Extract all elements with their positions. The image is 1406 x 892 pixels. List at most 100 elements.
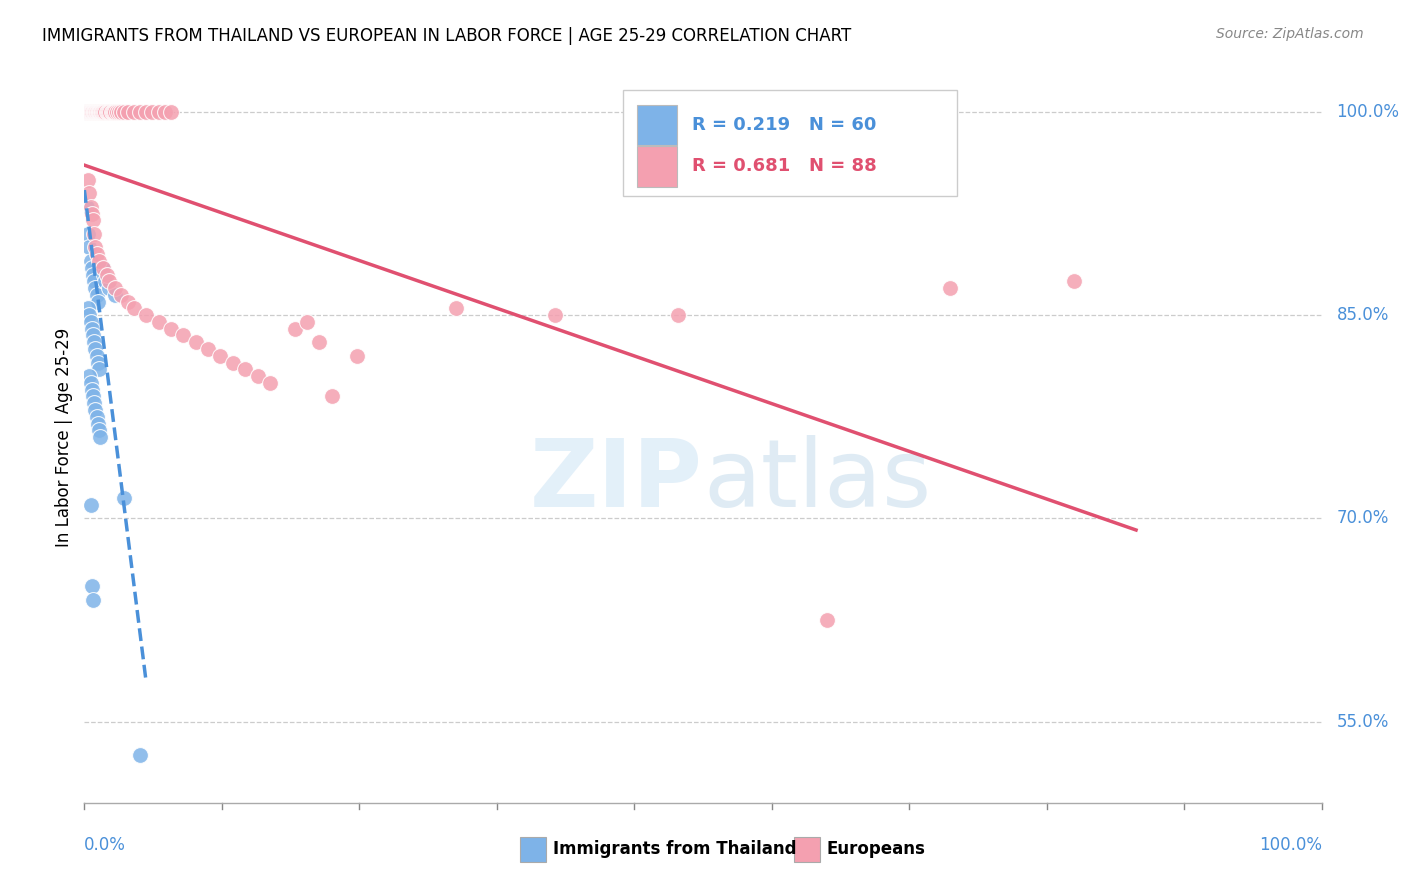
Point	[82, 328, 104, 343]
Point	[77, 301, 100, 316]
Point	[80, 105, 103, 120]
Y-axis label: In Labor Force | Age 25-29: In Labor Force | Age 25-29	[55, 327, 73, 547]
Point	[80, 322, 103, 336]
Point	[86, 105, 108, 120]
Point	[86, 349, 108, 363]
Point	[79, 308, 101, 322]
Point	[83, 105, 105, 120]
Point	[86, 105, 108, 120]
Text: 0.0%: 0.0%	[84, 836, 127, 854]
Point	[79, 315, 101, 329]
Point	[172, 328, 194, 343]
Point	[79, 105, 101, 120]
Point	[84, 342, 107, 356]
Point	[90, 105, 112, 120]
Point	[87, 105, 110, 120]
Point	[80, 383, 103, 397]
Point	[86, 247, 108, 261]
Point	[79, 186, 101, 201]
Point	[233, 362, 256, 376]
Point	[939, 281, 962, 295]
Point	[160, 105, 183, 120]
Text: 70.0%: 70.0%	[1337, 509, 1389, 527]
Point	[82, 105, 104, 120]
Point	[129, 748, 152, 763]
Point	[98, 105, 121, 120]
Point	[83, 105, 105, 120]
Point	[93, 105, 115, 120]
Point	[77, 227, 100, 241]
Point	[184, 335, 207, 350]
Point	[112, 491, 135, 505]
Point	[84, 240, 107, 254]
Point	[246, 369, 269, 384]
Point	[117, 105, 139, 120]
Point	[346, 349, 368, 363]
Point	[79, 376, 101, 390]
Point	[84, 105, 107, 120]
Point	[79, 105, 101, 120]
Point	[815, 613, 838, 627]
Point	[79, 200, 101, 214]
Point	[84, 281, 107, 295]
Point	[83, 105, 105, 120]
Point	[87, 105, 110, 120]
Point	[84, 105, 107, 120]
Point	[122, 301, 145, 316]
Point	[80, 260, 103, 275]
Point	[141, 105, 163, 120]
Point	[89, 362, 111, 376]
Point	[89, 254, 111, 268]
Point	[79, 498, 101, 512]
Point	[103, 105, 125, 120]
Point	[79, 105, 101, 120]
Point	[87, 105, 110, 120]
Text: 100.0%: 100.0%	[1258, 836, 1322, 854]
Point	[83, 105, 105, 120]
Point	[83, 227, 105, 241]
Point	[84, 403, 107, 417]
Point	[87, 355, 110, 369]
Point	[97, 105, 120, 120]
Point	[82, 592, 104, 607]
Point	[93, 268, 115, 282]
Point	[75, 105, 97, 120]
Text: IMMIGRANTS FROM THAILAND VS EUROPEAN IN LABOR FORCE | AGE 25-29 CORRELATION CHAR: IMMIGRANTS FROM THAILAND VS EUROPEAN IN …	[42, 27, 852, 45]
Text: R = 0.219   N = 60: R = 0.219 N = 60	[692, 116, 876, 134]
Point	[77, 105, 100, 120]
Point	[79, 254, 101, 268]
Point	[259, 376, 281, 390]
Point	[284, 322, 307, 336]
Point	[98, 274, 121, 288]
Point	[129, 105, 152, 120]
Point	[89, 105, 111, 120]
Point	[79, 105, 101, 120]
Point	[80, 579, 103, 593]
Point	[135, 308, 157, 322]
Point	[108, 105, 131, 120]
Point	[83, 396, 105, 410]
Text: 85.0%: 85.0%	[1337, 306, 1389, 324]
Point	[112, 105, 135, 120]
Point	[80, 105, 103, 120]
Text: Immigrants from Thailand: Immigrants from Thailand	[553, 840, 796, 858]
Point	[79, 369, 101, 384]
Point	[82, 268, 104, 282]
Point	[89, 430, 111, 444]
Point	[90, 105, 112, 120]
Point	[101, 105, 124, 120]
Point	[89, 423, 111, 437]
Point	[89, 105, 111, 120]
FancyBboxPatch shape	[623, 90, 956, 195]
Point	[80, 105, 103, 120]
Point	[94, 105, 117, 120]
Point	[197, 342, 219, 356]
Point	[321, 389, 343, 403]
Point	[79, 105, 101, 120]
Point	[148, 315, 170, 329]
Point	[96, 268, 118, 282]
Point	[86, 105, 108, 120]
Point	[86, 288, 108, 302]
Point	[76, 105, 98, 120]
Point	[105, 105, 128, 120]
